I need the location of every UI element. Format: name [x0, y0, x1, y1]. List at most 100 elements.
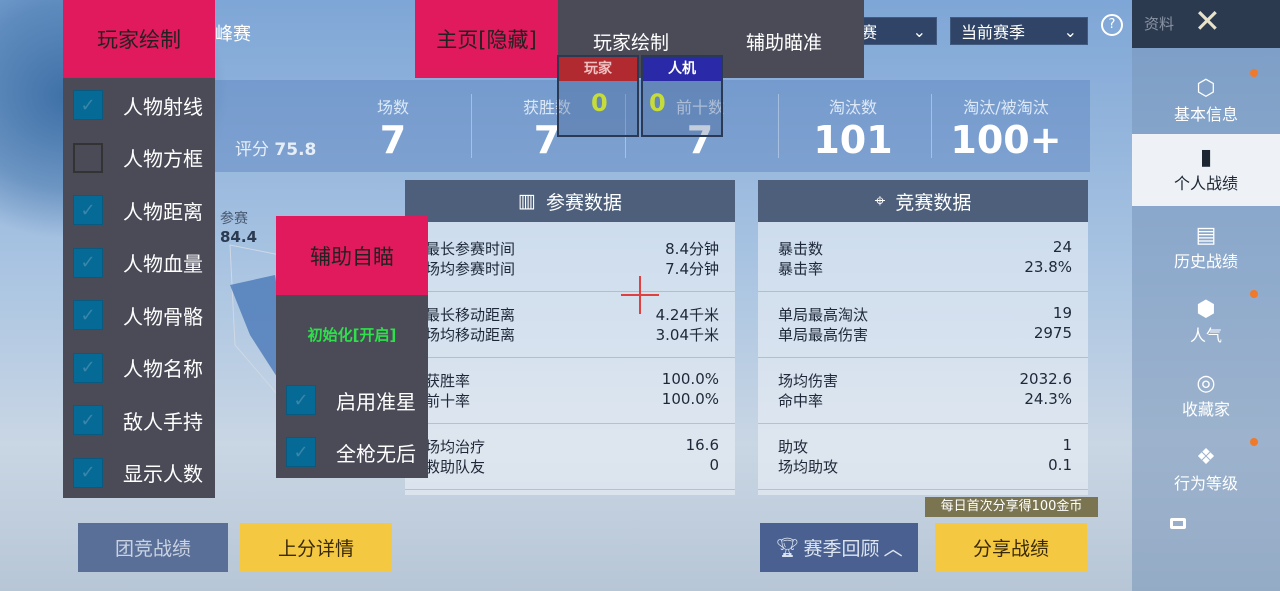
team-record-button[interactable]: 团竞战绩	[78, 523, 228, 572]
option-label: 人物距离	[123, 199, 203, 224]
mode-title: 峰赛	[215, 24, 251, 45]
sidebar-item-basic-info[interactable]: ⬡ 基本信息	[1132, 65, 1280, 137]
checkbox[interactable]: ✓	[73, 195, 103, 225]
sidebar-item-label: 历史战绩	[1173, 252, 1238, 271]
crosshair-icon: ⌖	[874, 190, 886, 212]
bot-count: 0	[649, 89, 666, 117]
share-tooltip: 每日首次分享得100金币	[925, 497, 1098, 517]
stat-label: 前十率	[425, 392, 471, 410]
option-row[interactable]: ✓ 全枪无后	[276, 432, 428, 472]
stat-label: 获胜率	[425, 372, 471, 390]
stat-row: 助攻 1	[778, 436, 1072, 457]
option-label: 敌人手持	[123, 409, 203, 434]
sidebar: ⬡ 基本信息 ▮ 个人战绩 ▤ 历史战绩 ⬢ 人气 ◎ 收藏家 ❖ 行为等级	[1132, 0, 1280, 591]
profile-icon: ⬡	[1196, 76, 1216, 101]
radar-label: 参赛	[220, 211, 248, 227]
stat-value: 0	[709, 456, 719, 474]
rank-details-button[interactable]: 上分详情	[240, 523, 392, 572]
sidebar-item-popularity[interactable]: ⬢ 人气	[1132, 286, 1280, 358]
competition-panel: ⌖ 竞赛数据 暴击数 24 暴击率 23.8% 单局最高淘汰 19 单局最高伤害 2975 场均伤…	[758, 180, 1088, 495]
option-label: 人物血量	[123, 252, 203, 276]
option-label: 全枪无后	[336, 441, 416, 466]
rating-label: 评分	[235, 140, 269, 160]
bot-counter: 人机 0	[641, 55, 723, 137]
stat-label: 场均参赛时间	[425, 260, 516, 278]
stats-doc-icon: ▮	[1199, 145, 1213, 170]
stat-row: 单局最高淘汰 19	[778, 304, 1072, 325]
option-row[interactable]: ✓ 人物距离	[63, 190, 215, 230]
stat-row: 最长移动距离 4.24千米	[425, 304, 719, 325]
stat-eliminations: 淘汰数 101	[813, 98, 893, 162]
season-review-label: 赛季回顾	[803, 538, 880, 560]
player-counter-label: 玩家	[559, 57, 637, 81]
history-doc-icon: ▤	[1195, 223, 1217, 248]
option-row[interactable]: ✓ 人物血量	[63, 243, 215, 283]
tab-aim-assist[interactable]: 辅助瞄准	[746, 32, 823, 54]
option-row[interactable]: ✓ 人物射线	[63, 85, 215, 125]
option-row[interactable]: 人物方框	[63, 138, 215, 178]
auto-aim-header[interactable]: 辅助自瞄	[276, 216, 428, 295]
stat-row: 命中率 24.3%	[778, 390, 1072, 411]
sidebar-item-label: 行为等级	[1173, 474, 1238, 493]
crosshair-v	[639, 276, 641, 314]
checkbox[interactable]: ✓	[73, 405, 103, 435]
sidebar-item-behavior[interactable]: ❖ 行为等级	[1132, 434, 1280, 506]
player-draw-header[interactable]: 玩家绘制	[63, 0, 215, 78]
stat-value: 2032.6	[1019, 370, 1073, 388]
stat-label: 救助队友	[425, 458, 486, 476]
share-button[interactable]: 分享战绩	[935, 523, 1087, 572]
season-review-button[interactable]: 🏆︎ 赛季回顾 ︿	[760, 523, 918, 572]
sidebar-item-history[interactable]: ▤ 历史战绩	[1132, 212, 1280, 284]
checkbox[interactable]: ✓	[73, 457, 103, 488]
menu-icon[interactable]	[1170, 518, 1186, 529]
help-icon[interactable]: ?	[1101, 14, 1123, 36]
stat-matches: 场数 7	[376, 98, 409, 162]
checkbox[interactable]: ✓	[73, 90, 103, 120]
stat-value: 100.0%	[661, 370, 719, 388]
sidebar-item-personal-record[interactable]: ▮ 个人战绩	[1132, 134, 1280, 206]
checkbox[interactable]	[73, 142, 103, 173]
stat-row: 场均伤害 2032.6	[778, 370, 1072, 391]
stat-group: 场均治疗 16.6 救助队友 0	[405, 424, 735, 490]
stat-row: 场均助攻 0.1	[778, 456, 1072, 477]
option-row[interactable]: ✓ 显示人数	[63, 453, 215, 493]
checkbox[interactable]: ✓	[286, 385, 316, 415]
stat-row: 前十率 100.0%	[425, 390, 719, 411]
chevron-up-icon: ︿	[883, 538, 903, 560]
stat-group: 助攻 1 场均助攻 0.1	[758, 424, 1088, 490]
tab-home-hide[interactable]: 主页[隐藏]	[415, 0, 558, 78]
bot-counter-label: 人机	[643, 57, 721, 81]
panel-title: 参赛数据	[545, 191, 622, 214]
checkbox[interactable]: ✓	[73, 352, 103, 383]
player-count: 0	[591, 89, 608, 117]
option-row[interactable]: ✓ 人物名称	[63, 348, 215, 388]
option-row[interactable]: ✓ 敌人手持	[63, 400, 215, 440]
stat-group: 最长移动距离 4.24千米 场均移动距离 3.04千米	[405, 292, 735, 358]
option-label: 人物名称	[123, 357, 203, 381]
option-row[interactable]: ✓ 人物骨骼	[63, 295, 215, 335]
stat-label: 单局最高淘汰	[778, 306, 869, 324]
checkbox[interactable]: ✓	[73, 247, 103, 278]
stat-label: 单局最高伤害	[778, 326, 869, 344]
option-label: 启用准星	[336, 389, 416, 414]
behavior-icon: ❖	[1196, 445, 1216, 470]
stat-label: 场均伤害	[778, 372, 839, 390]
stat-value: 4.24千米	[655, 306, 719, 324]
tab-player-draw[interactable]: 玩家绘制	[593, 32, 670, 54]
stat-value: 23.8%	[1024, 258, 1072, 276]
sidebar-item-collector[interactable]: ◎ 收藏家	[1132, 360, 1280, 432]
x-icon[interactable]: ✕	[1194, 2, 1221, 40]
option-label: 人物骨骼	[123, 304, 203, 329]
season-dropdown[interactable]: 当前赛季 ⌄	[950, 17, 1088, 45]
stat-label: 暴击数	[778, 240, 824, 258]
sidebar-item-label: 人气	[1189, 326, 1222, 345]
checkbox[interactable]: ✓	[286, 437, 316, 467]
option-row[interactable]: ✓ 启用准星	[276, 380, 428, 420]
sidebar-item-label: 收藏家	[1181, 400, 1230, 419]
checkbox[interactable]: ✓	[73, 300, 103, 330]
stat-row: 获胜率 100.0%	[425, 370, 719, 391]
player-counter: 玩家 0	[557, 55, 639, 137]
stat-kd: 淘汰/被淘汰 100+	[950, 98, 1062, 162]
popularity-icon: ⬢	[1196, 297, 1216, 322]
stat-value: 16.6	[685, 436, 719, 454]
